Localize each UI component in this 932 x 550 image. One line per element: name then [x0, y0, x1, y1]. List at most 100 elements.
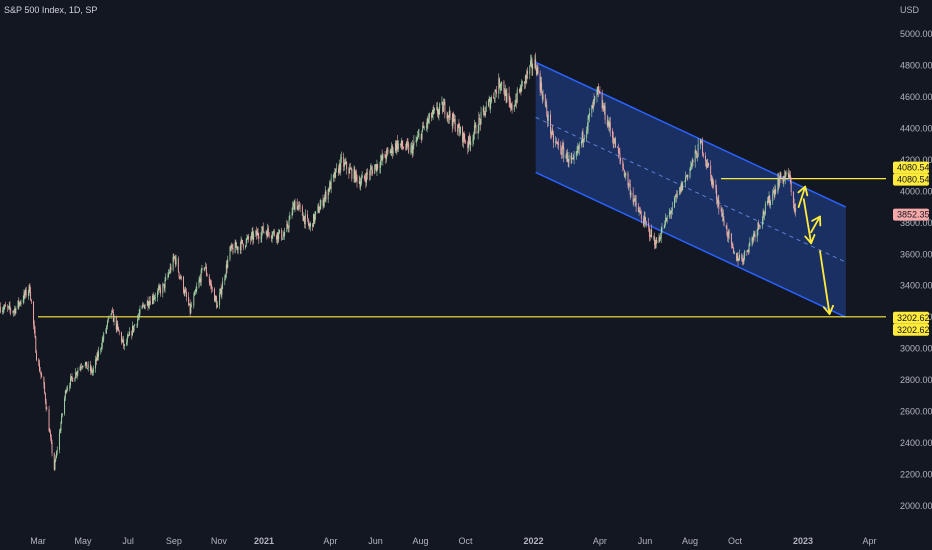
regression-channel[interactable]: [535, 61, 847, 318]
time-axis[interactable]: Mar May Jul Sep Nov 2021 Apr Jun Aug Oct 2022 Apr Ju…: [30, 536, 876, 546]
candle-body: [168, 272, 170, 274]
candle-body: [158, 286, 160, 289]
projection-arrowhead-3: [811, 215, 822, 227]
candle-body: [480, 112, 482, 125]
projection-arrows[interactable]: [797, 185, 834, 315]
candle-body: [19, 302, 21, 304]
price-tags: 4080.54 4080.54 3852.35 3202.62 3202.62: [893, 161, 930, 336]
candle-body: [702, 141, 704, 154]
candle-body: [700, 139, 702, 143]
candle-body: [518, 89, 520, 92]
candle-body: [189, 303, 191, 313]
candle-body: [315, 211, 317, 215]
candle-body: [276, 235, 277, 240]
candle-body: [749, 241, 751, 245]
candle-body: [191, 305, 193, 307]
candle-body: [577, 146, 579, 152]
candle-body: [332, 174, 334, 179]
candle-body: [318, 210, 320, 213]
candle-body: [501, 81, 503, 85]
candle-body: [453, 114, 455, 121]
candle-body: [307, 214, 308, 219]
candle-body: [446, 114, 448, 119]
price-axis[interactable]: 2000.00 2200.00 2400.00 2600.00 2800.00 3000.…: [900, 29, 932, 511]
candle-body: [468, 136, 470, 141]
candle-body: [607, 121, 609, 127]
projection-arrow-1[interactable]: [797, 185, 807, 208]
candle-body: [400, 143, 402, 145]
projection-arrow-2[interactable]: [802, 198, 813, 245]
candle-body: [427, 119, 429, 123]
projection-arrow-3[interactable]: [810, 215, 821, 234]
candle-body: [220, 288, 222, 295]
candle-body: [154, 297, 156, 298]
projection-arrow-4[interactable]: [819, 250, 831, 315]
candle-body: [245, 239, 247, 246]
candle-body: [462, 127, 464, 143]
candle-body: [587, 116, 589, 127]
candle-body: [680, 183, 682, 193]
candle-body: [183, 276, 184, 292]
candle-body: [614, 138, 616, 143]
candle-body: [111, 310, 113, 314]
candle-body: [718, 200, 720, 210]
candle-body: [773, 190, 774, 193]
candle-body: [411, 145, 413, 148]
candle-body: [737, 256, 739, 261]
candle-body: [397, 140, 399, 150]
candle-body: [147, 300, 149, 307]
candle-body: [514, 105, 516, 106]
candle-body: [96, 353, 98, 361]
candle-body: [527, 71, 529, 75]
candle-body: [116, 323, 118, 330]
candle-body: [231, 244, 232, 249]
candle-body: [39, 363, 40, 371]
candle-body: [725, 225, 727, 227]
candle-body: [168, 272, 170, 275]
candle-body: [81, 367, 83, 368]
candle-body: [92, 372, 94, 373]
candle-body: [439, 103, 441, 110]
channel-upper-line[interactable]: [535, 61, 847, 208]
candle-body: [628, 184, 630, 186]
candle-body: [174, 256, 176, 265]
candle-body: [157, 290, 159, 298]
projection-arrowhead-2: [804, 234, 816, 245]
candle-body: [772, 192, 774, 202]
x-tick-label: 2022: [523, 536, 543, 546]
candle-body: [297, 206, 299, 210]
candle-body: [102, 339, 104, 340]
candle-body: [74, 377, 76, 382]
channel-lower-line[interactable]: [535, 171, 847, 318]
candle-body: [175, 258, 177, 265]
candle-body: [401, 140, 403, 147]
candle-body: [36, 352, 37, 361]
candle-body: [255, 230, 257, 235]
candle-body: [340, 158, 342, 171]
candle-body: [22, 300, 24, 303]
candle-body: [369, 169, 371, 175]
candle-body: [173, 256, 175, 259]
candle-body: [236, 246, 238, 248]
candle-body: [490, 97, 492, 102]
candle-body: [13, 311, 15, 313]
candle-body: [411, 145, 413, 154]
candle-body: [640, 214, 642, 219]
candle-body: [443, 101, 445, 105]
candle-body: [70, 376, 72, 378]
candle-body: [298, 204, 300, 207]
candle-body: [485, 106, 487, 112]
candle-body: [565, 156, 567, 158]
candle-body: [90, 368, 92, 371]
candle-body: [242, 243, 244, 248]
horizontal-levels[interactable]: [38, 178, 886, 318]
candle-body: [747, 250, 749, 253]
candle-body: [598, 90, 600, 93]
candle-body: [118, 327, 119, 331]
candle-body: [64, 390, 66, 398]
x-tick-label: Oct: [728, 536, 743, 546]
candle-body: [679, 187, 681, 193]
candle-body: [385, 157, 387, 160]
candle-body: [562, 145, 564, 148]
